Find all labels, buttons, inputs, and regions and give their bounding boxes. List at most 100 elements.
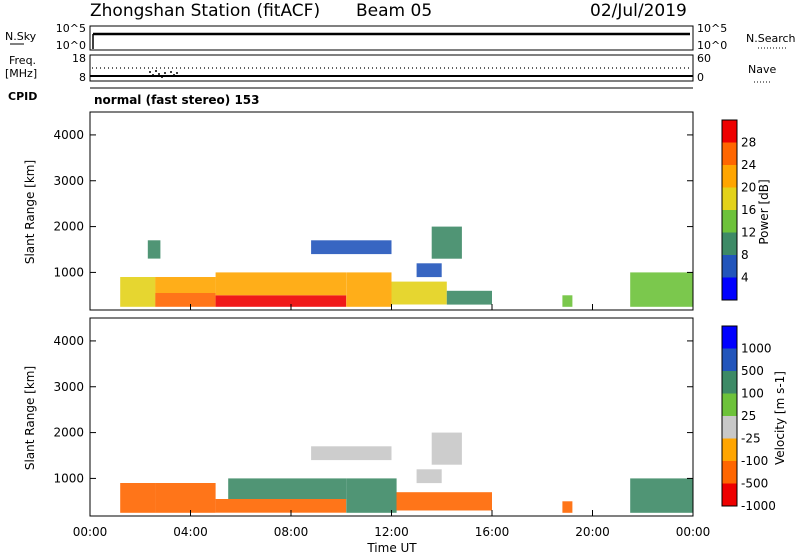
colorbar-segment [722, 120, 737, 143]
colorbar-tick-label: -100 [741, 454, 768, 468]
power-region-3 [215, 295, 347, 307]
colorbar-segment [722, 232, 737, 255]
velocity-region-5 [396, 492, 492, 511]
nsky-frame [89, 25, 694, 51]
power-region-2 [155, 277, 216, 293]
power-colorbar: 4 8 12 16 20 24 28 [721, 119, 756, 301]
colorbar-tick-label: 12 [741, 226, 756, 240]
power-cbar-label: Power [dB] [757, 179, 771, 244]
time-axis: 00:00 04:00 08:00 12:00 16:00 20:00 00:00 [73, 304, 711, 539]
colorbar-segment [722, 416, 737, 439]
colorbar-tick-label: 16 [741, 203, 756, 217]
colorbar-tick-label: 100 [741, 387, 764, 401]
ytick-label: 1000 [53, 265, 84, 279]
colorbar-tick-label: 25 [741, 409, 756, 423]
xtick-label: 04:00 [173, 525, 208, 539]
power-panel: 1000 2000 3000 4000 Slant Range [km] 4 8 12 16… [23, 111, 771, 311]
nsky-ybot: 10^0 [56, 39, 86, 52]
velocity-cbar-label: Velocity [m s-1] [773, 371, 787, 465]
velocity-region-4 [346, 478, 397, 513]
colorbar-tick-label: 8 [741, 248, 749, 262]
velocity-region-10 [562, 501, 573, 513]
velocity-panel: 1000 2000 3000 4000 Slant Range [km] 1000 50… [23, 317, 787, 517]
power-region-4 [215, 272, 347, 296]
power-region-10 [416, 263, 442, 278]
velocity-yaxis: 1000 2000 3000 4000 [53, 334, 693, 485]
colorbar-segment [722, 326, 737, 349]
velocity-region-2 [215, 499, 347, 513]
power-region-7 [446, 290, 492, 305]
colorbar-tick-label: 20 [741, 181, 756, 195]
colorbar-segment [722, 393, 737, 416]
colorbar-tick-label: -25 [741, 432, 761, 446]
velocity-region-1 [155, 483, 216, 513]
colorbar-segment [722, 165, 737, 188]
beam-label: Beam 05 [356, 1, 432, 21]
colorbar-segment [722, 371, 737, 394]
xtick-label: 00:00 [73, 525, 108, 539]
colorbar-tick-label: 4 [741, 271, 749, 285]
colorbar-segment [722, 142, 737, 165]
nave-scatter-cluster [149, 70, 178, 78]
ytick-label: 3000 [53, 380, 84, 394]
colorbar-segment [722, 255, 737, 278]
colorbar-segment [722, 277, 737, 300]
nsky-ytop: 10^5 [56, 22, 86, 35]
xtick-label: 08:00 [274, 525, 309, 539]
colorbar-tick-label: -500 [741, 477, 768, 491]
colorbar-tick-label: 1000 [741, 342, 772, 356]
station-title: Zhongshan Station (fitACF) [90, 1, 320, 21]
cpid-text: normal (fast stereo) 153 [94, 93, 260, 107]
power-region-12 [630, 272, 693, 307]
freq-label: Freq. [9, 54, 36, 67]
velocity-ylabel: Slant Range [km] [23, 366, 37, 470]
nsky-panel: N.Sky 10^5 10^0 10^5 10^0 N.Search [5, 22, 796, 52]
power-ylabel: Slant Range [km] [23, 160, 37, 264]
colorbar-tick-label: 24 [741, 158, 756, 172]
colorbar-tick-label: 500 [741, 364, 764, 378]
colorbar-tick-label: 28 [741, 136, 756, 150]
date-label: 02/Jul/2019 [590, 1, 687, 21]
power-region-6 [391, 281, 447, 305]
nave-label: Nave [748, 63, 776, 76]
freq-unit: [MHz] [5, 67, 37, 80]
cpid-label: CPID [8, 90, 37, 103]
colorbar-segment [722, 348, 737, 371]
nsky-label: N.Sky [5, 30, 37, 43]
colorbar-frame [721, 325, 738, 507]
velocity-region-6 [311, 446, 392, 461]
power-region-8 [311, 240, 392, 255]
power-region-13 [562, 295, 573, 307]
ytick-label: 1000 [53, 471, 84, 485]
ytick-label: 4000 [53, 334, 84, 348]
power-region-11 [147, 240, 161, 259]
colorbar-segment [722, 187, 737, 210]
freq-ybot: 8 [79, 71, 86, 84]
velocity-region-0 [120, 483, 156, 513]
cpid-panel: CPID normal (fast stereo) 153 [8, 87, 693, 107]
velocity-region-9 [630, 478, 693, 513]
ytick-label: 2000 [53, 220, 84, 234]
nsearch-rbot: 10^0 [697, 39, 727, 52]
colorbar-segment [722, 461, 737, 484]
xtick-label: 16:00 [475, 525, 510, 539]
xtick-label: 12:00 [374, 525, 409, 539]
velocity-data-layer [120, 432, 693, 513]
nsearch-rtop: 10^5 [697, 22, 727, 35]
colorbar-tick-label: -1000 [741, 499, 776, 513]
velocity-region-7 [431, 432, 462, 465]
nsearch-label: N.Search [746, 32, 796, 45]
xtick-label: 00:00 [676, 525, 711, 539]
power-data-layer [120, 226, 693, 307]
power-region-0 [120, 277, 156, 307]
ytick-label: 2000 [53, 426, 84, 440]
nave-rbot: 0 [697, 71, 704, 84]
colorbar-frame [721, 119, 738, 301]
velocity-region-8 [416, 469, 442, 484]
xaxis-title: Time UT [366, 541, 417, 554]
velocity-region-3 [228, 478, 347, 499]
colorbar-segment [722, 438, 737, 461]
xtick-label: 20:00 [575, 525, 610, 539]
colorbar-segment [722, 483, 737, 506]
